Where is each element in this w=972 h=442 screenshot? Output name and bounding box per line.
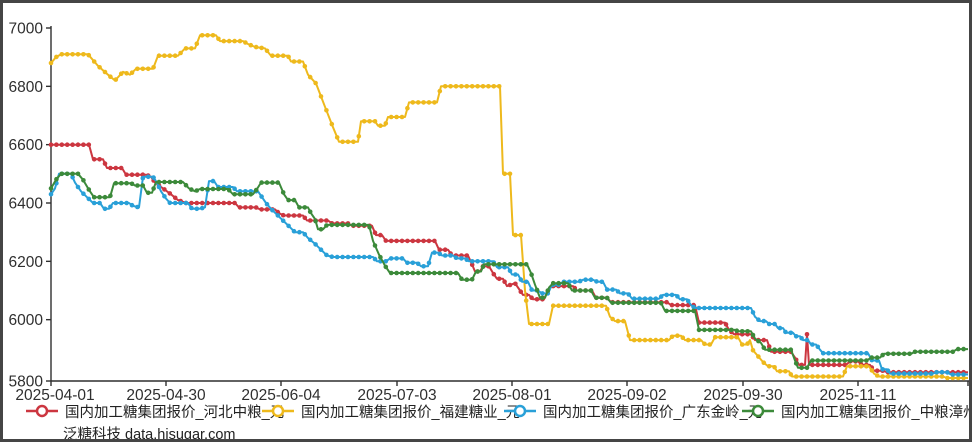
legend-label: 国内加工糖集团报价_中粮漳州_元	[781, 404, 969, 421]
legend-marker-icon	[742, 404, 774, 418]
y-tick-label: 6200	[9, 254, 44, 271]
x-axis: 2025-04-01 2025-04-30 2025-06-04 2025-07-03…	[15, 381, 969, 404]
series-line-3	[48, 171, 968, 371]
legend-label: 国内加工糖集团报价_河北中粮_元	[65, 404, 285, 421]
legend-label: 国内加工糖集团报价_福建糖业_元	[301, 404, 521, 421]
legend-item-2[interactable]: 国内加工糖集团报价_广东金岭_元	[503, 400, 762, 422]
legend-item-0[interactable]: 国内加工糖集团报价_河北中粮_元	[25, 400, 284, 422]
series-line-0	[48, 142, 968, 375]
chart-legend: 国内加工糖集团报价_河北中粮_元 国内加工糖集团报价_福建糖业_元 国内加工糖集团报…	[3, 400, 969, 422]
legend-item-1[interactable]: 国内加工糖集团报价_福建糖业_元	[261, 400, 520, 422]
legend-marker-icon	[26, 404, 58, 418]
y-tick-label: 5800	[9, 374, 44, 391]
y-tick-label: 6400	[9, 196, 44, 213]
y-tick-label: 6000	[9, 312, 44, 329]
legend-marker-icon	[262, 404, 294, 418]
credit-text: 泛糖科技 data.hisugar.com	[63, 427, 236, 442]
legend-item-3[interactable]: 国内加工糖集团报价_中粮漳州_元	[741, 400, 969, 422]
x-tick-label: 2025-11-11	[820, 387, 897, 400]
y-axis: 7000 6800 6600 6400 6200 6000 5800	[9, 21, 51, 391]
y-tick-label: 6600	[9, 137, 44, 154]
y-tick-label: 7000	[9, 21, 44, 38]
x-tick-label: 2025-09-02	[587, 387, 666, 400]
x-tick-label: 2025-04-01	[15, 387, 94, 400]
legend-marker-icon	[504, 404, 536, 418]
x-tick-label: 2025-04-30	[126, 387, 206, 400]
series-line-2	[48, 171, 968, 377]
x-tick-label: 2025-06-04	[241, 387, 321, 400]
legend-label: 国内加工糖集团报价_广东金岭_元	[543, 404, 763, 421]
series-line-1	[48, 33, 968, 381]
x-tick-label: 2025-09-30	[703, 387, 783, 400]
y-tick-label: 6800	[9, 79, 44, 96]
x-tick-label: 2025-07-03	[357, 387, 436, 400]
x-tick-label: 2025-08-01	[472, 387, 551, 400]
